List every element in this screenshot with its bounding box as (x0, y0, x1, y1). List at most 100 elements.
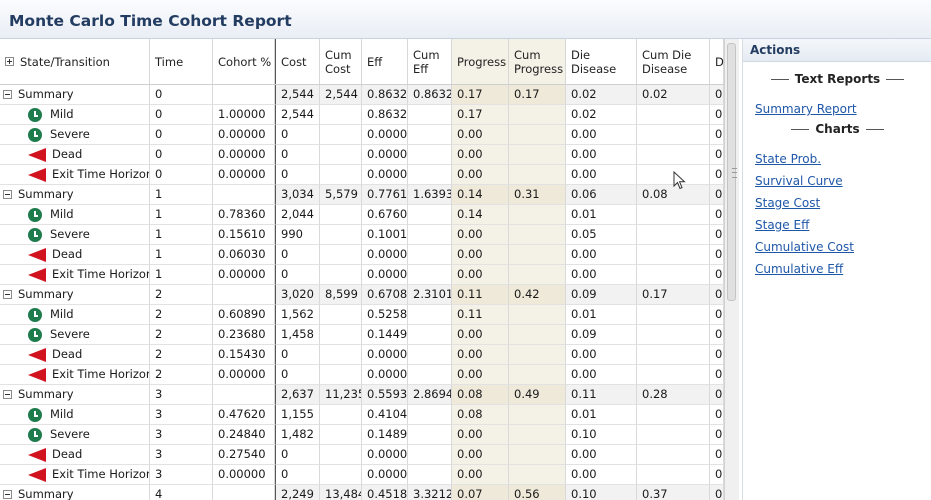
expand-all-icon[interactable] (5, 57, 14, 66)
charts-label: Charts (815, 122, 860, 136)
cell-cumprogress: 0.56 (509, 485, 566, 500)
cell-diedisease: 0.00 (566, 345, 637, 365)
state-row[interactable]: Exit Time Horizon 2 0.00000 0 0.0000 0.00 0.00… (0, 365, 724, 385)
column-header-diedisease[interactable]: Die Disease (566, 39, 637, 84)
terminal-triangle-icon (28, 267, 46, 282)
cell-cumdiedisease (637, 105, 710, 125)
cell-value: 0.07 (457, 487, 483, 500)
column-header-label: Cum Progress (514, 47, 564, 76)
column-header-cumprogress[interactable]: Cum Progress (509, 39, 566, 84)
cell-cumeff (408, 445, 452, 465)
cell-cost: 2,249 (275, 485, 320, 500)
column-header-eff[interactable]: Eff (362, 39, 408, 84)
cell-eff: 0.7761 (362, 185, 408, 205)
cell-progress: 0.00 (452, 145, 509, 165)
column-header-cumeff[interactable]: Cum Eff (408, 39, 452, 84)
cell-cumdiedisease: 0.08 (637, 185, 710, 205)
cell-value: Dead (52, 347, 83, 361)
cell-cumcost (320, 145, 362, 165)
cell-time: 3 (150, 425, 213, 445)
state-row[interactable]: Dead 3 0.27540 0 0.0000 0.00 0.00 0 (0, 445, 724, 465)
cell-progress: 0.11 (452, 285, 509, 305)
column-header-progress[interactable]: Progress (452, 39, 509, 84)
collapse-icon[interactable] (3, 390, 12, 399)
collapse-icon[interactable] (3, 190, 12, 199)
cell-cumdiedisease (637, 125, 710, 145)
cell-value: 0.31 (514, 187, 540, 201)
chart-link[interactable]: Cumulative Eff (755, 262, 844, 276)
column-header-cumdiedisease[interactable]: Cum Die Disease (637, 39, 710, 84)
vertical-scrollbar[interactable] (724, 39, 739, 500)
state-row[interactable]: Severe 0 0.00000 0 0.0000 0.00 0.00 0 (0, 125, 724, 145)
cell-cohort: 0.00000 (213, 365, 275, 385)
cell-cumdiedisease: 0.28 (637, 385, 710, 405)
clock-state-icon (28, 427, 42, 442)
summary-row[interactable]: Summary 2 3,020 8,599 0.6708 2.3101 0.11 0.42 0.… (0, 285, 724, 305)
cell-value: 0.0000 (367, 247, 408, 261)
cell-value: 3,020 (281, 287, 314, 301)
cell-eff: 0.0000 (362, 465, 408, 485)
cell-value: 0.0000 (367, 467, 408, 481)
cell-value: 0.02 (571, 87, 597, 101)
summary-row[interactable]: Summary 1 3,034 5,579 0.7761 1.6393 0.14 0.31 0.… (0, 185, 724, 205)
chart-link[interactable]: Stage Eff (755, 218, 810, 232)
cell-time: 2 (150, 325, 213, 345)
state-row[interactable]: Severe 3 0.24840 1,482 0.1489 0.00 0.10 0 (0, 425, 724, 445)
state-row[interactable]: Severe 1 0.15610 990 0.1001 0.00 0.05 0 (0, 225, 724, 245)
summary-row[interactable]: Summary 0 2,544 2,544 0.8632 0.8632 0.17 0.17 0.… (0, 85, 724, 105)
cell-cumcost: 13,484 (320, 485, 362, 500)
chart-link[interactable]: Survival Curve (755, 174, 843, 188)
cell-value: Summary (18, 487, 74, 500)
state-row[interactable]: Severe 2 0.23680 1,458 0.1449 0.00 0.09 0 (0, 325, 724, 345)
cell-value: 1,155 (281, 407, 314, 421)
cell-progress: 0.07 (452, 485, 509, 500)
state-row[interactable]: Mild 0 1.00000 2,544 0.8632 0.17 0.02 0 (0, 105, 724, 125)
chart-link[interactable]: Stage Cost (755, 196, 821, 210)
cell-value: 0.5593 (367, 387, 408, 401)
cell-cumeff (408, 245, 452, 265)
state-row[interactable]: Dead 1 0.06030 0 0.0000 0.00 0.00 0 (0, 245, 724, 265)
state-row[interactable]: Exit Time Horizon 3 0.00000 0 0.0000 0.00 0.00… (0, 465, 724, 485)
state-row[interactable]: Mild 1 0.78360 2,044 0.6760 0.14 0.01 0 (0, 205, 724, 225)
cell-cohort: 0.78360 (213, 205, 275, 225)
collapse-icon[interactable] (3, 290, 12, 299)
state-row[interactable]: Exit Time Horizon 1 0.00000 0 0.0000 0.00 0.00… (0, 265, 724, 285)
state-row[interactable]: Mild 2 0.60890 1,562 0.5258 0.11 0.01 0 (0, 305, 724, 325)
cell-value: 0.5258 (367, 307, 408, 321)
cell-diedisease: 0.01 (566, 205, 637, 225)
cell-value: 0.02 (571, 107, 597, 121)
state-row[interactable]: Mild 3 0.47620 1,155 0.4104 0.08 0.01 0 (0, 405, 724, 425)
cell-cumdiedisease (637, 225, 710, 245)
collapse-icon[interactable] (3, 90, 12, 99)
cell-cost: 2,637 (275, 385, 320, 405)
state-row[interactable]: Dead 0 0.00000 0 0.0000 0.00 0.00 0 (0, 145, 724, 165)
collapse-icon[interactable] (3, 490, 12, 499)
column-header-time[interactable]: Time (150, 39, 213, 84)
state-row[interactable]: Exit Time Horizon 0 0.00000 0 0.0000 0.00 0.00… (0, 165, 724, 185)
summary-report-link[interactable]: Summary Report (755, 102, 857, 116)
cell-state: Severe (0, 325, 150, 345)
state-row[interactable]: Dead 2 0.15430 0 0.0000 0.00 0.00 0 (0, 345, 724, 365)
summary-row[interactable]: Summary 4 2,249 13,484 0.4518 3.3212 0.07 0.56 0… (0, 485, 724, 500)
cell-cohort: 0.15610 (213, 225, 275, 245)
scrollbar-thumb[interactable] (727, 43, 737, 301)
chart-link[interactable]: Cumulative Cost (755, 240, 854, 254)
summary-row[interactable]: Summary 3 2,637 11,235 0.5593 2.8694 0.08 0.49 0… (0, 385, 724, 405)
cell-time: 2 (150, 285, 213, 305)
cell-diedisease: 0.02 (566, 85, 637, 105)
table-header: State/Transition Time Cohort % Cost Cum Cost… (0, 39, 724, 85)
column-header-cost[interactable]: Cost (275, 39, 320, 84)
column-header-more[interactable]: D (710, 39, 724, 84)
chart-link[interactable]: State Prob. (755, 152, 822, 166)
column-header-cohort[interactable]: Cohort % (213, 39, 275, 84)
cell-cumcost (320, 405, 362, 425)
cell-more: 0 (710, 105, 724, 125)
cell-value: 0.10 (571, 427, 597, 441)
cell-progress: 0.00 (452, 165, 509, 185)
cell-value: 0 (715, 227, 723, 241)
text-reports-section: Text Reports (743, 70, 931, 88)
column-header-cumcost[interactable]: Cum Cost (320, 39, 362, 84)
cell-cumcost (320, 365, 362, 385)
column-header-state[interactable]: State/Transition (0, 39, 150, 84)
cell-cumeff: 2.3101 (408, 285, 452, 305)
